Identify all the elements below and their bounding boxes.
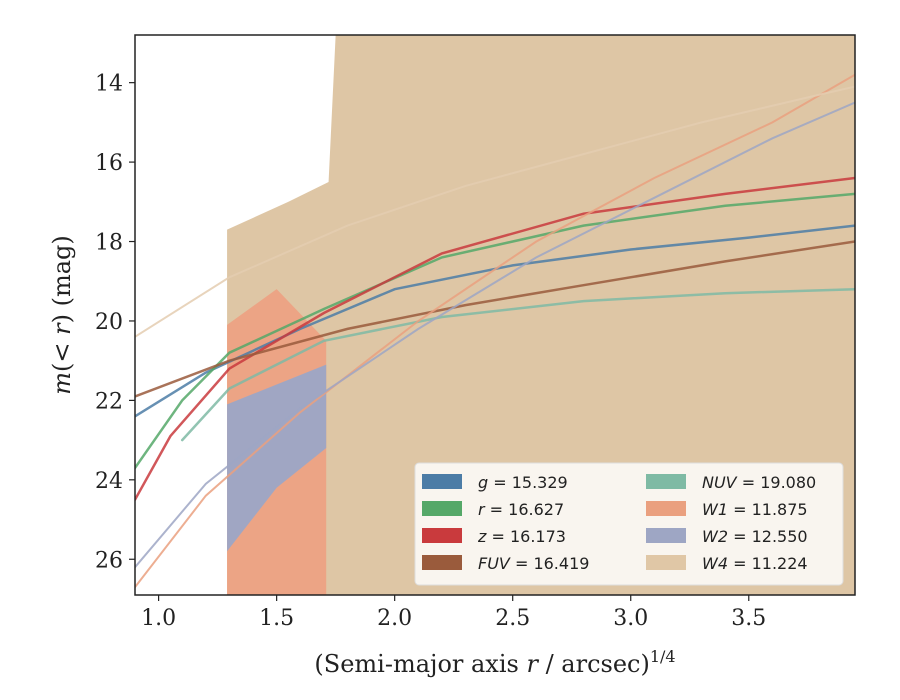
legend-swatch-z: [422, 528, 462, 543]
legend-box: [414, 462, 844, 586]
y-tick-label: 14: [95, 72, 123, 97]
legend-swatch-w2: [646, 528, 686, 543]
legend: g = 15.329 r = 16.627 z = 16.173 FUV = 16.4…: [414, 462, 844, 586]
x-axis-label: (Semi-major axis r / arcsec)1/4: [314, 647, 675, 678]
series-w2-line: [135, 101, 855, 569]
legend-label-z: z = 16.173: [477, 527, 566, 546]
series-z-line: [135, 176, 855, 501]
series-w4-line: [135, 85, 855, 338]
series-g-line: [135, 224, 855, 418]
legend-swatch-nuv: [646, 474, 686, 489]
x-tick-label: 1.5: [259, 606, 294, 631]
plot-area: [135, 35, 855, 595]
x-tick-label: 1.0: [141, 606, 176, 631]
legend-label-w1: W1 = 11.875: [702, 500, 808, 519]
series-lines: [135, 73, 855, 589]
y-tick-label: 26: [95, 548, 123, 573]
legend-swatch-fuv: [422, 555, 462, 570]
series-fuv-line: [135, 240, 855, 398]
legend-label-g: g = 15.329: [478, 473, 568, 492]
legend-swatch-w4: [646, 555, 686, 570]
y-axis-label: m(< r) (mag): [48, 235, 76, 395]
x-tick-label: 3.0: [613, 606, 648, 631]
legend-label-r: r = 16.627: [478, 500, 564, 519]
legend-label-fuv: FUV = 16.419: [478, 554, 589, 573]
legend-swatch-g: [422, 474, 462, 489]
y-tick-label: 16: [95, 151, 123, 176]
series-nuv-line: [180, 287, 855, 442]
series-w1-line: [135, 73, 855, 589]
y-tick-label: 18: [95, 231, 123, 256]
legend-label-nuv: NUV = 19.080: [702, 473, 816, 492]
y-axis: 14 16 18 20 22 24 26: [95, 72, 135, 573]
x-tick-label: 2.0: [377, 606, 412, 631]
x-tick-label: 3.5: [731, 606, 766, 631]
legend-swatch-r: [422, 501, 462, 516]
y-tick-label: 20: [95, 310, 123, 335]
legend-swatch-w1: [646, 501, 686, 516]
legend-label-w4: W4 = 11.224: [702, 554, 808, 573]
y-tick-label: 24: [95, 469, 123, 494]
legend-label-w2: W2 = 12.550: [702, 527, 808, 546]
x-tick-label: 2.5: [495, 606, 530, 631]
x-axis: 1.0 1.5 2.0 2.5 3.0 3.5: [141, 595, 766, 631]
plot-frame: [134, 34, 856, 596]
y-tick-label: 22: [95, 389, 123, 414]
